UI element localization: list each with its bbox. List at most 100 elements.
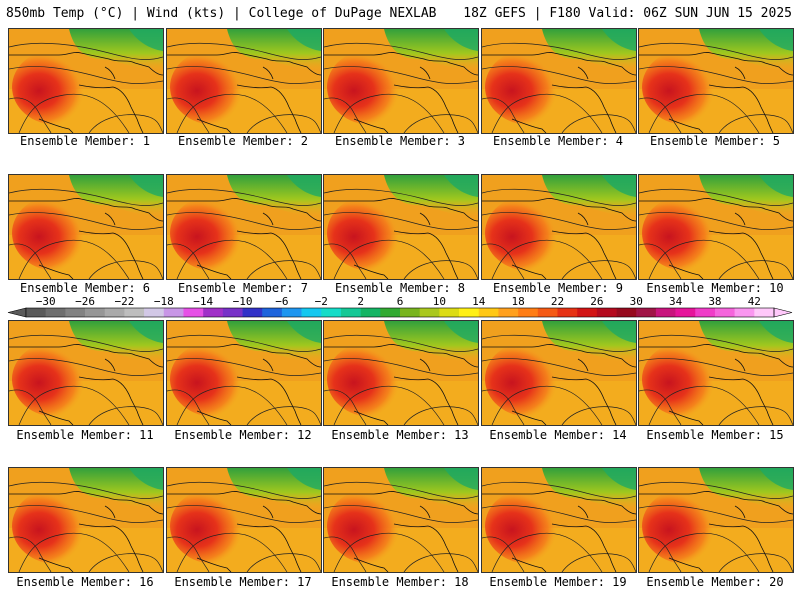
colorbar-tick-label: −18 — [154, 296, 174, 308]
ensemble-member-15-map — [638, 320, 794, 426]
ensemble-member-label: Ensemble Member: 10 — [646, 281, 784, 295]
ensemble-member-20-map — [638, 467, 794, 573]
colorbar-swatch — [518, 308, 539, 317]
ensemble-member-6-map — [8, 174, 164, 280]
colorbar-swatch — [321, 308, 342, 317]
colorbar-swatch — [636, 308, 657, 317]
ensemble-member-17-map — [166, 467, 322, 573]
temperature-map — [482, 468, 636, 572]
ensemble-member-label: Ensemble Member: 12 — [174, 428, 312, 442]
colorbar-swatch — [163, 308, 184, 317]
colorbar-tick-label: −14 — [193, 296, 213, 308]
colorbar-swatch — [262, 308, 283, 317]
colorbar-swatch — [537, 308, 558, 317]
colorbar-swatch — [242, 308, 263, 317]
colorbar-swatch — [655, 308, 676, 317]
colorbar-swatch — [124, 308, 145, 317]
ensemble-member-label: Ensemble Member: 20 — [646, 575, 784, 589]
colorbar-tick-label: 42 — [748, 296, 761, 308]
colorbar-high-arrow — [773, 307, 793, 318]
temperature-map — [639, 175, 793, 279]
temperature-map — [324, 175, 478, 279]
ensemble-member-label: Ensemble Member: 14 — [489, 428, 627, 442]
colorbar-tick-label: 18 — [511, 296, 524, 308]
temperature-map — [9, 29, 163, 133]
ensemble-member-label: Ensemble Member: 13 — [331, 428, 469, 442]
colorbar-tick-label: −10 — [233, 296, 253, 308]
colorbar-swatch — [734, 308, 755, 317]
colorbar-tick-label: 26 — [590, 296, 603, 308]
ensemble-member-label: Ensemble Member: 7 — [177, 281, 309, 295]
colorbar-swatch — [360, 308, 381, 317]
colorbar-swatch — [400, 308, 420, 317]
colorbar-swatch — [203, 308, 224, 317]
temperature-map — [482, 321, 636, 425]
ensemble-member-10-map — [638, 174, 794, 280]
ensemble-member-12-map — [166, 320, 322, 426]
temperature-map — [167, 175, 321, 279]
colorbar-tick-label: −22 — [114, 296, 134, 308]
colorbar-tick-label: 34 — [669, 296, 683, 308]
ensemble-member-label: Ensemble Member: 11 — [16, 428, 154, 442]
colorbar-swatch — [498, 308, 519, 317]
temperature-map — [639, 321, 793, 425]
colorbar-swatch — [478, 308, 499, 317]
ensemble-member-7-map — [166, 174, 322, 280]
colorbar-tick-label: 38 — [708, 296, 721, 308]
colorbar-swatch — [596, 308, 617, 317]
colorbar-tick-label: 2 — [357, 296, 364, 308]
temperature-map — [639, 29, 793, 133]
ensemble-member-19-map — [481, 467, 637, 573]
colorbar-swatch — [459, 308, 480, 317]
colorbar-tick-label: 22 — [551, 296, 564, 308]
ensemble-member-1-map — [8, 28, 164, 134]
colorbar-low-arrow — [7, 307, 27, 318]
ensemble-member-8-map — [323, 174, 479, 280]
ensemble-member-label: Ensemble Member: 3 — [334, 134, 466, 148]
temperature-map — [167, 29, 321, 133]
colorbar-swatch — [85, 308, 106, 317]
colorbar-tick-label: −6 — [275, 296, 288, 308]
temperature-map — [9, 468, 163, 572]
ensemble-member-label: Ensemble Member: 18 — [331, 575, 469, 589]
ensemble-member-label: Ensemble Member: 1 — [19, 134, 151, 148]
map-title: 850mb Temp (°C) | Wind (kts) | College o… — [6, 6, 437, 21]
colorbar-tick-label: −2 — [315, 296, 328, 308]
temperature-map — [9, 321, 163, 425]
colorbar-swatch — [675, 308, 696, 317]
ensemble-member-3-map — [323, 28, 479, 134]
temperature-map — [324, 321, 478, 425]
colorbar-swatch — [419, 308, 440, 317]
temperature-map — [482, 175, 636, 279]
temperature-map — [482, 29, 636, 133]
colorbar-swatch — [144, 308, 165, 317]
temperature-map — [639, 468, 793, 572]
ensemble-member-label: Ensemble Member: 17 — [174, 575, 312, 589]
colorbar-swatch — [557, 308, 578, 317]
temperature-map — [324, 29, 478, 133]
ensemble-member-label: Ensemble Member: 9 — [492, 281, 624, 295]
ensemble-member-label: Ensemble Member: 15 — [646, 428, 784, 442]
colorbar-tick-label: 6 — [397, 296, 404, 308]
colorbar-swatch — [45, 308, 66, 317]
ensemble-member-label: Ensemble Member: 2 — [177, 134, 309, 148]
temperature-map — [167, 321, 321, 425]
colorbar-swatch — [281, 308, 302, 317]
colorbar-swatch — [183, 308, 204, 317]
ensemble-member-2-map — [166, 28, 322, 134]
colorbar-swatch — [340, 308, 361, 317]
colorbar-tick-label: 14 — [472, 296, 486, 308]
colorbar-tick-label: 10 — [433, 296, 446, 308]
colorbar-swatch — [695, 308, 716, 317]
ensemble-member-16-map — [8, 467, 164, 573]
colorbar-swatch — [222, 308, 243, 317]
colorbar-tick-label: −26 — [75, 296, 95, 308]
run-valid-time: 18Z GEFS | F180 Valid: 06Z SUN JUN 15 20… — [463, 6, 792, 21]
colorbar-swatch — [301, 308, 322, 317]
colorbar-swatch — [714, 308, 735, 317]
colorbar-outline — [25, 307, 775, 318]
ensemble-member-9-map — [481, 174, 637, 280]
colorbar-swatch — [380, 308, 401, 317]
ensemble-member-label: Ensemble Member: 8 — [334, 281, 466, 295]
temperature-map — [324, 468, 478, 572]
